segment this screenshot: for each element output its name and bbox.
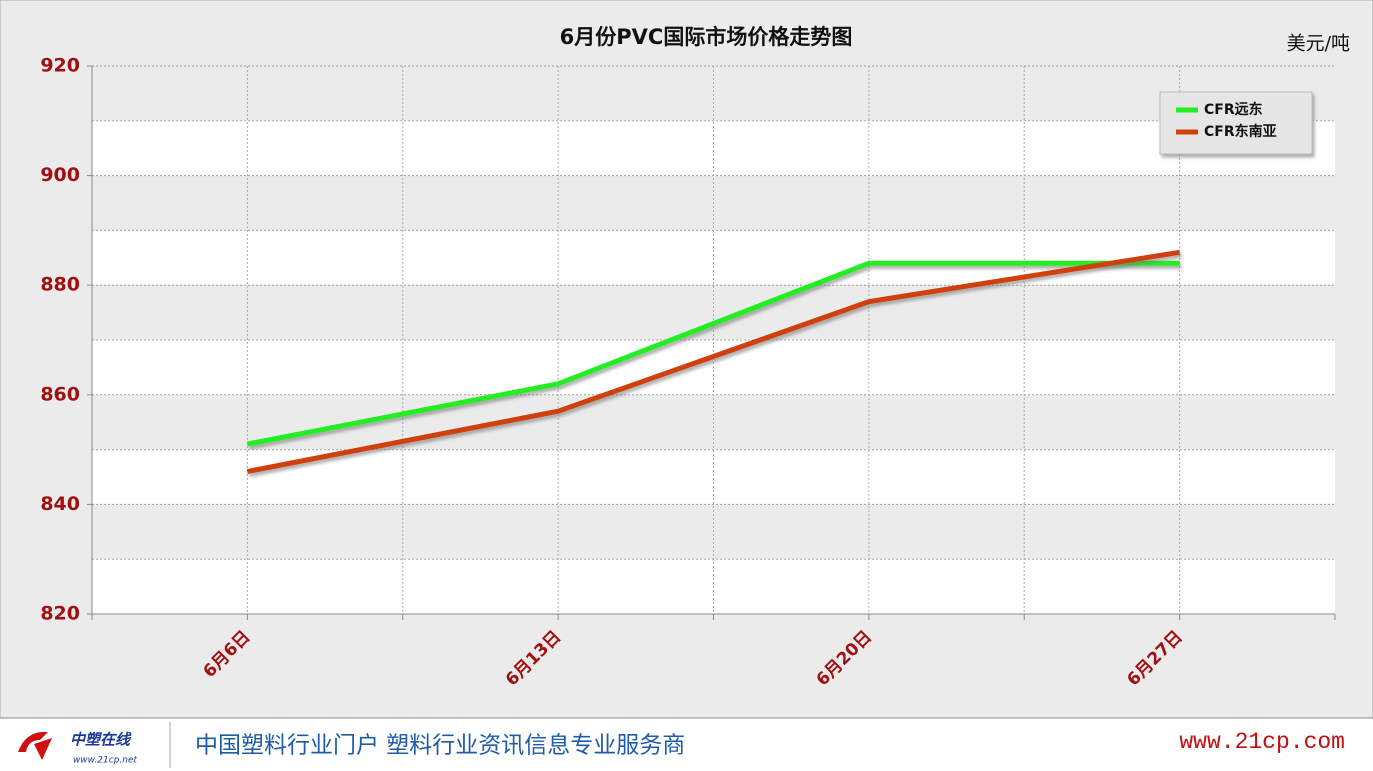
y-tick-label: 860 — [40, 383, 80, 405]
y-tick-label: 840 — [40, 493, 80, 515]
y-tick-label: 920 — [40, 55, 80, 77]
chart-title: 6月份PVC国际市场价格走势图 — [560, 25, 853, 49]
series-line — [246, 249, 1181, 474]
legend-label: CFR东南亚 — [1204, 123, 1277, 140]
logo-text: 中塑在线 — [70, 731, 132, 749]
unit-label: 美元/吨 — [1287, 33, 1350, 55]
logo-icon — [18, 731, 52, 760]
series-line — [246, 260, 1180, 447]
site-url: www.21cp.com — [1179, 729, 1345, 755]
legend-box — [1159, 91, 1313, 155]
logo-url: www.21cp.net — [73, 756, 138, 766]
y-tick-label: 820 — [40, 603, 80, 625]
footer-background — [0, 718, 1373, 771]
y-tick-label: 900 — [40, 164, 80, 186]
legend-label: CFR远东 — [1204, 101, 1263, 118]
slogan: 中国塑料行业门户 塑料行业资讯信息专业服务商 — [195, 733, 685, 759]
y-tick-label: 880 — [40, 274, 80, 296]
